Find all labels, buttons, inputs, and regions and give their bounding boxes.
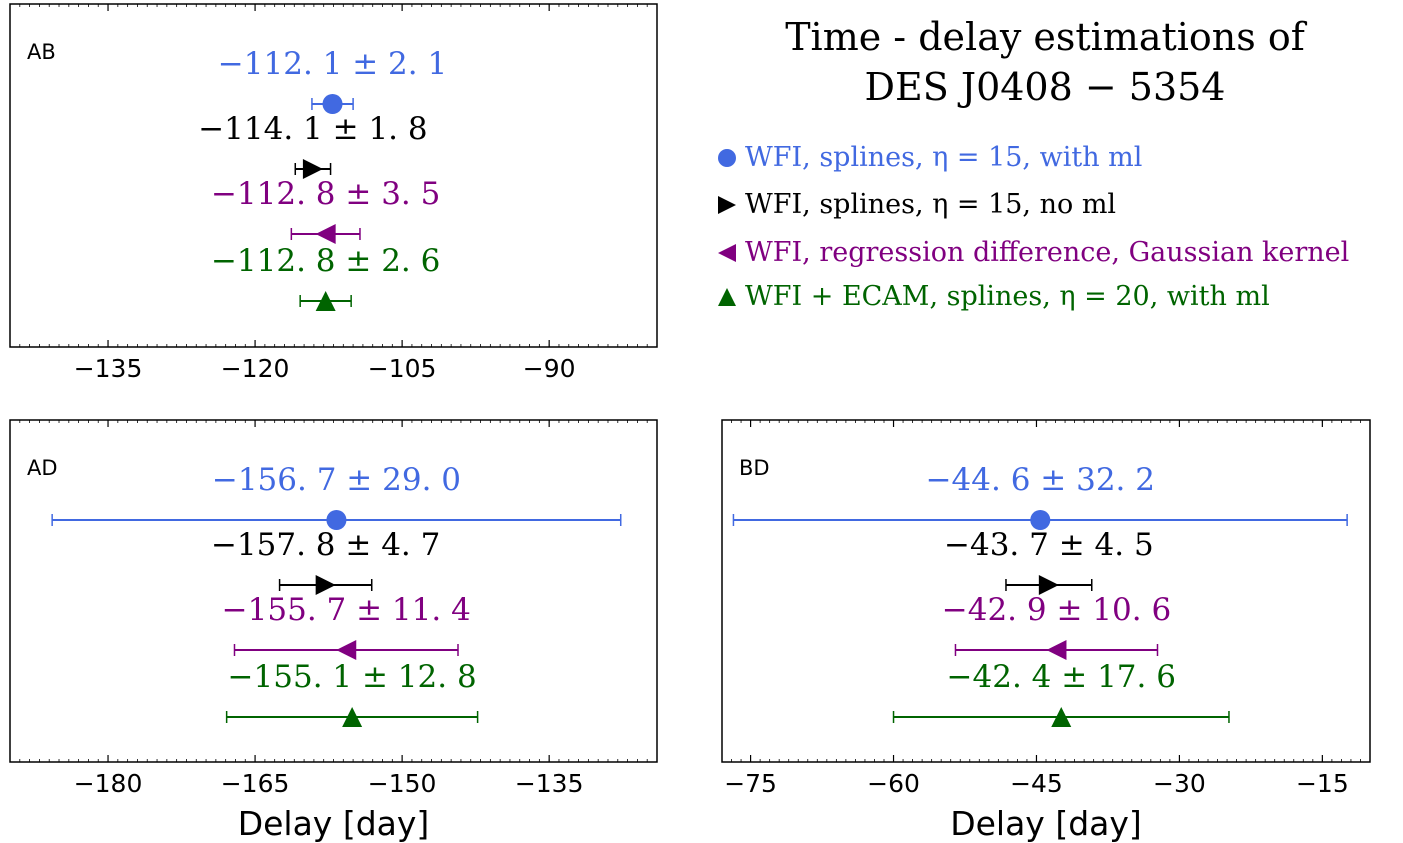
series-circle: −156. 7 ± 29. 0 [51,462,622,530]
legend-entry: WFI, regression difference, Gaussian ker… [718,237,1349,268]
x-tick-label: −60 [867,769,920,798]
series-triangle-right: −157. 8 ± 4. 7 [211,527,440,595]
point-marker [1030,510,1051,530]
panel-label: BD [739,456,770,480]
series-circle: −44. 6 ± 32. 2 [732,462,1348,530]
x-tick-label: −135 [515,769,584,798]
legend-entry: WFI, splines, η = 15, with ml [718,142,1142,173]
series-triangle-left: −155. 7 ± 11. 4 [222,592,471,660]
series-circle: −112. 1 ± 2. 1 [218,46,447,114]
data-label: −44. 6 ± 32. 2 [926,462,1155,498]
data-label: −112. 1 ± 2. 1 [218,46,447,82]
x-tick-label: −180 [74,769,143,798]
data-label: −112. 8 ± 3. 5 [211,176,440,212]
x-tick-label: −45 [1010,769,1063,798]
figure-title-line-1: Time - delay estimations of [785,15,1308,59]
point-marker [336,640,357,660]
panel-ad: −180 −165 −150 −135 AD Delay [day] −156. 7 ± 2… [9,419,658,843]
data-label: −43. 7 ± 4. 5 [944,527,1154,563]
series-triangle-up: −112. 8 ± 2. 6 [211,243,440,311]
panel-ab: −135 −120 −105 −90 AB −112. 1 ± 2. 1 −114. 1 ±… [9,3,658,383]
data-label: −157. 8 ± 4. 7 [211,527,440,563]
panel-label: AD [27,456,58,480]
legend-label: WFI, splines, η = 15, with ml [745,142,1142,173]
point-marker [1038,575,1059,595]
point-marker [315,575,336,595]
point-marker [322,94,343,114]
series-triangle-right: −114. 1 ± 1. 8 [198,111,428,179]
panel-label: AB [27,40,56,64]
legend-marker [718,196,736,214]
data-label: −156. 7 ± 29. 0 [212,462,461,498]
minor-ticks [9,420,658,762]
x-tick-label: −75 [724,769,777,798]
x-tick-label: −135 [74,354,143,383]
x-axis-label: Delay [day] [238,804,430,843]
legend-label: WFI, splines, η = 15, no ml [745,189,1116,220]
x-tick-label: −30 [1153,769,1206,798]
point-marker [1051,707,1072,727]
point-marker [315,224,336,244]
x-tick-label: −90 [523,354,576,383]
x-tick-label: −150 [368,769,437,798]
legend-marker [718,288,736,306]
data-label: −42. 9 ± 10. 6 [942,592,1171,628]
data-label: −112. 8 ± 2. 6 [211,243,440,279]
series-triangle-right: −43. 7 ± 4. 5 [944,527,1154,595]
x-tick-label: −165 [221,769,290,798]
point-marker [302,159,323,179]
series-triangle-left: −42. 9 ± 10. 6 [942,592,1171,660]
series-triangle-left: −112. 8 ± 3. 5 [211,176,440,244]
legend-marker [718,149,736,167]
legend-label: WFI, regression difference, Gaussian ker… [745,237,1349,268]
figure-title-line-2: DES J0408 − 5354 [865,65,1226,109]
figure-title: Time - delay estimations of DES J0408 − … [785,15,1308,109]
data-label: −42. 4 ± 17. 6 [947,659,1176,695]
point-marker [315,291,336,311]
legend-marker [718,244,736,262]
x-tick-label: −15 [1296,769,1349,798]
x-tick-label: −105 [368,354,437,383]
legend-entry: WFI + ECAM, splines, η = 20, with ml [718,281,1270,312]
x-tick-label: −120 [221,354,290,383]
point-marker [1046,640,1067,660]
panels: −135 −120 −105 −90 AB −112. 1 ± 2. 1 −114. 1 ±… [9,3,1371,843]
x-axis-label: Delay [day] [950,804,1142,843]
data-label: −155. 1 ± 12. 8 [228,659,477,695]
series-triangle-up: −42. 4 ± 17. 6 [892,659,1230,727]
legend: WFI, splines, η = 15, with ml WFI, spline… [718,142,1349,312]
data-label: −114. 1 ± 1. 8 [198,111,427,147]
panel-bd: −75 −60 −45 −30 −15 BD Delay [day] −44. 6 ± 32.… [721,419,1371,843]
point-marker [326,510,347,530]
point-marker [342,707,363,727]
series-triangle-up: −155. 1 ± 12. 8 [225,659,479,727]
legend-entry: WFI, splines, η = 15, no ml [718,189,1116,220]
data-label: −155. 7 ± 11. 4 [222,592,471,628]
legend-label: WFI + ECAM, splines, η = 20, with ml [745,281,1270,312]
